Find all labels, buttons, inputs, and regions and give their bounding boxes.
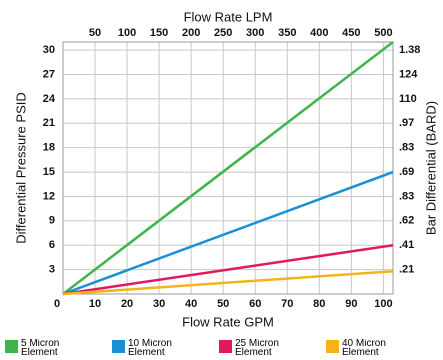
legend-item: 10 Micron Element — [128, 339, 172, 358]
x-tick-label: 90 — [345, 298, 357, 310]
legend-item: 40 Micron Element — [342, 339, 386, 358]
y-tick-label: 30 — [43, 44, 55, 56]
x2-tick-label: 200 — [182, 27, 200, 39]
y2-tick-label: .83 — [399, 190, 414, 202]
y2-tick-label: .21 — [399, 264, 414, 276]
y-tick-label: 15 — [43, 166, 55, 178]
y-tick-label: 18 — [43, 142, 55, 154]
x-tick-label: 30 — [153, 298, 165, 310]
y2-tick-label: .97 — [399, 117, 414, 129]
top-axis-title: Flow Rate LPM — [184, 9, 273, 24]
x2-tick-label: 50 — [89, 27, 101, 39]
y-tick-label: 27 — [43, 68, 55, 80]
legend-item: 25 Micron Element — [235, 339, 279, 358]
y2-tick-label: .41 — [399, 239, 414, 251]
x-tick-label: 100 — [374, 298, 392, 310]
x-tick-label: 50 — [217, 298, 229, 310]
x2-tick-label: 350 — [278, 27, 296, 39]
x-axis-title: Flow Rate GPM — [182, 314, 274, 329]
legend-swatch — [5, 340, 18, 353]
y-tick-label: 21 — [43, 117, 55, 129]
y-axis-title: Differential Pressure PSID — [13, 92, 28, 244]
y2-tick-label: 124 — [399, 68, 418, 80]
x-tick-label: 20 — [121, 298, 133, 310]
legend-label: 10 Micron Element — [128, 339, 172, 358]
legend-swatch — [219, 340, 232, 353]
x2-tick-label: 300 — [246, 27, 264, 39]
y-tick-label: 12 — [43, 190, 55, 202]
y2-tick-label: .69 — [399, 166, 414, 178]
series-line — [62, 41, 394, 295]
legend-label: 5 Micron Element — [21, 339, 60, 358]
legend-label: 40 Micron Element — [342, 339, 386, 358]
x2-tick-label: 250 — [214, 27, 232, 39]
y-tick-label: 24 — [43, 93, 56, 105]
x-tick-label: 60 — [249, 298, 261, 310]
x-tick-label: 10 — [89, 298, 101, 310]
plot-border — [62, 41, 394, 295]
y2-tick-label: 110 — [399, 93, 417, 105]
x2-tick-label: 400 — [310, 27, 328, 39]
x-tick-label: 80 — [313, 298, 325, 310]
legend-swatch — [326, 340, 339, 353]
y2-tick-label: .62 — [399, 215, 414, 227]
x2-tick-label: 100 — [118, 27, 136, 39]
x-tick-label: 40 — [185, 298, 197, 310]
legend-swatch — [112, 340, 125, 353]
x2-tick-label: 150 — [150, 27, 168, 39]
x-tick-label: 0 — [54, 298, 60, 310]
legend-item: 5 Micron Element — [21, 339, 60, 358]
legend-label: 25 Micron Element — [235, 339, 279, 358]
series-line — [62, 243, 394, 296]
y-tick-label: 6 — [49, 239, 55, 251]
y2-axis-title: Bar Differential (BARD) — [423, 101, 438, 235]
y2-tick-label: .83 — [399, 142, 414, 154]
y-tick-label: 3 — [49, 264, 55, 276]
series-line — [62, 170, 394, 296]
x-tick-label: 70 — [281, 298, 293, 310]
y-tick-label: 9 — [49, 215, 55, 227]
x2-tick-label: 450 — [342, 27, 360, 39]
x2-tick-label: 500 — [374, 27, 392, 39]
y2-tick-label: 1.38 — [399, 44, 420, 56]
series-line — [62, 269, 394, 296]
